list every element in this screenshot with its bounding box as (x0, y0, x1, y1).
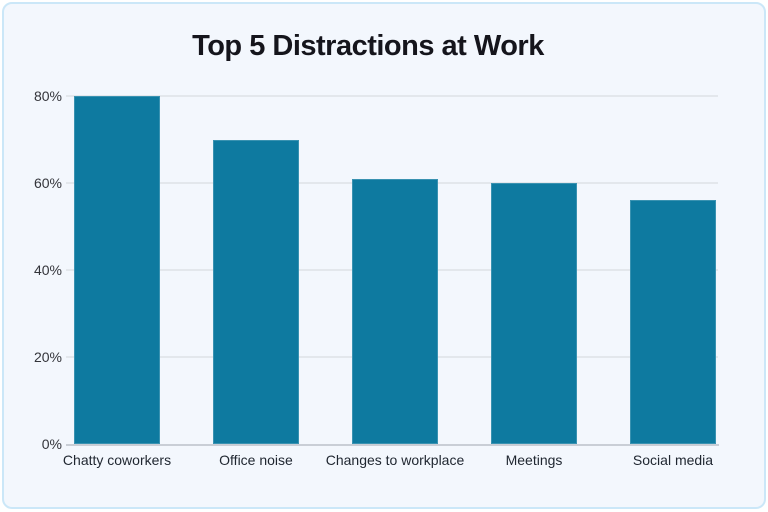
x-category-label-changes-to-workplace: Changes to workplace (325, 452, 465, 468)
bar-chatty-coworkers (74, 96, 160, 444)
gridline-80 (66, 95, 718, 97)
x-category-label-social-media: Social media (632, 452, 714, 468)
y-tick-label-20: 20% (33, 349, 62, 365)
x-axis-line (66, 444, 719, 446)
y-tick-label-60: 60% (33, 175, 62, 191)
x-category-label-meetings: Meetings (505, 452, 563, 468)
bar-meetings (491, 183, 577, 444)
bar-changes-to-workplace (352, 178, 438, 444)
chart-title: Top 5 Distractions at Work (192, 30, 544, 62)
bar-office-noise (213, 139, 299, 444)
y-tick-label-40: 40% (33, 262, 62, 278)
x-category-label-chatty-coworkers: Chatty coworkers (62, 452, 172, 468)
x-category-label-office-noise: Office noise (219, 452, 293, 468)
y-tick-label-80: 80% (33, 88, 62, 104)
y-tick-label-0: 0% (41, 436, 62, 452)
bar-social-media (630, 200, 716, 444)
